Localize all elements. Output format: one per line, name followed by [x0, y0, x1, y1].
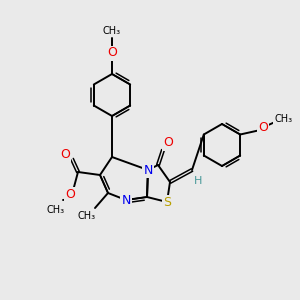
Text: CH₃: CH₃ — [78, 211, 96, 221]
Text: O: O — [65, 188, 75, 200]
Text: N: N — [121, 194, 131, 206]
Text: O: O — [163, 136, 173, 149]
Text: O: O — [258, 121, 268, 134]
Text: CH₃: CH₃ — [47, 205, 65, 215]
Text: N: N — [143, 164, 153, 176]
Text: O: O — [107, 46, 117, 59]
Text: S: S — [163, 196, 171, 208]
Text: O: O — [60, 148, 70, 160]
Text: CH₃: CH₃ — [274, 113, 292, 124]
Text: CH₃: CH₃ — [103, 26, 121, 36]
Text: H: H — [194, 176, 202, 186]
